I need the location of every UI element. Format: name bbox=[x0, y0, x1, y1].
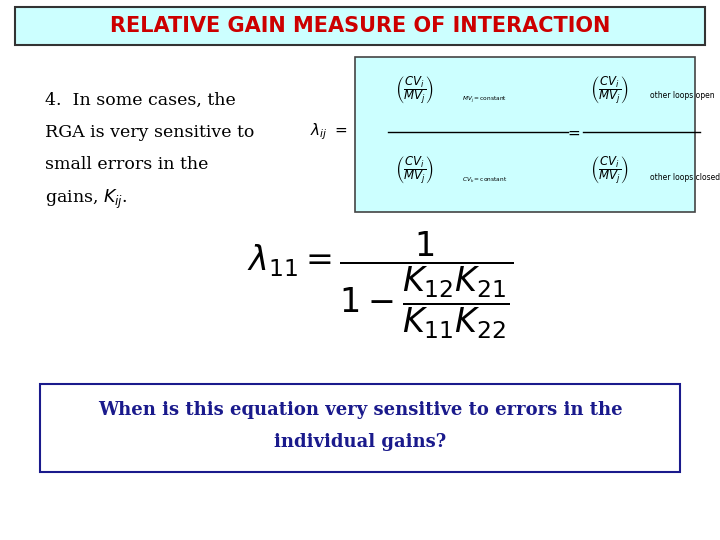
Text: $\left(\dfrac{CV_i}{MV_j}\right)$: $\left(\dfrac{CV_i}{MV_j}\right)$ bbox=[395, 74, 433, 106]
Text: $\lambda_{11} = \dfrac{1}{1 - \dfrac{K_{12}K_{21}}{K_{11}K_{22}}}$: $\lambda_{11} = \dfrac{1}{1 - \dfrac{K_{… bbox=[247, 230, 513, 341]
Text: other loops open: other loops open bbox=[650, 91, 715, 99]
FancyBboxPatch shape bbox=[355, 57, 695, 212]
Text: RELATIVE GAIN MEASURE OF INTERACTION: RELATIVE GAIN MEASURE OF INTERACTION bbox=[110, 16, 610, 36]
Text: small errors in the: small errors in the bbox=[45, 156, 208, 173]
Text: 4.  In some cases, the: 4. In some cases, the bbox=[45, 92, 235, 109]
Text: $\lambda_{ij}\ =$: $\lambda_{ij}\ =$ bbox=[310, 122, 347, 143]
Text: $=$: $=$ bbox=[565, 125, 581, 139]
Text: $\left(\dfrac{CV_i}{MV_j}\right)$: $\left(\dfrac{CV_i}{MV_j}\right)$ bbox=[395, 154, 433, 186]
Text: $_{CV_k=\mathrm{constant}}$: $_{CV_k=\mathrm{constant}}$ bbox=[462, 175, 508, 185]
Text: $\left(\dfrac{CV_i}{MV_j}\right)$: $\left(\dfrac{CV_i}{MV_j}\right)$ bbox=[590, 74, 629, 106]
Text: gains, $K_{ij}$.: gains, $K_{ij}$. bbox=[45, 188, 127, 211]
Text: When is this equation very sensitive to errors in the: When is this equation very sensitive to … bbox=[98, 401, 622, 419]
Text: $\left(\dfrac{CV_i}{MV_j}\right)$: $\left(\dfrac{CV_i}{MV_j}\right)$ bbox=[590, 154, 629, 186]
FancyBboxPatch shape bbox=[15, 7, 705, 45]
Text: other loops closed: other loops closed bbox=[650, 173, 720, 183]
FancyBboxPatch shape bbox=[40, 384, 680, 472]
Text: $_{MV_j=\mathrm{constant}}$: $_{MV_j=\mathrm{constant}}$ bbox=[462, 94, 507, 105]
Text: individual gains?: individual gains? bbox=[274, 433, 446, 451]
Text: RGA is very sensitive to: RGA is very sensitive to bbox=[45, 124, 254, 141]
